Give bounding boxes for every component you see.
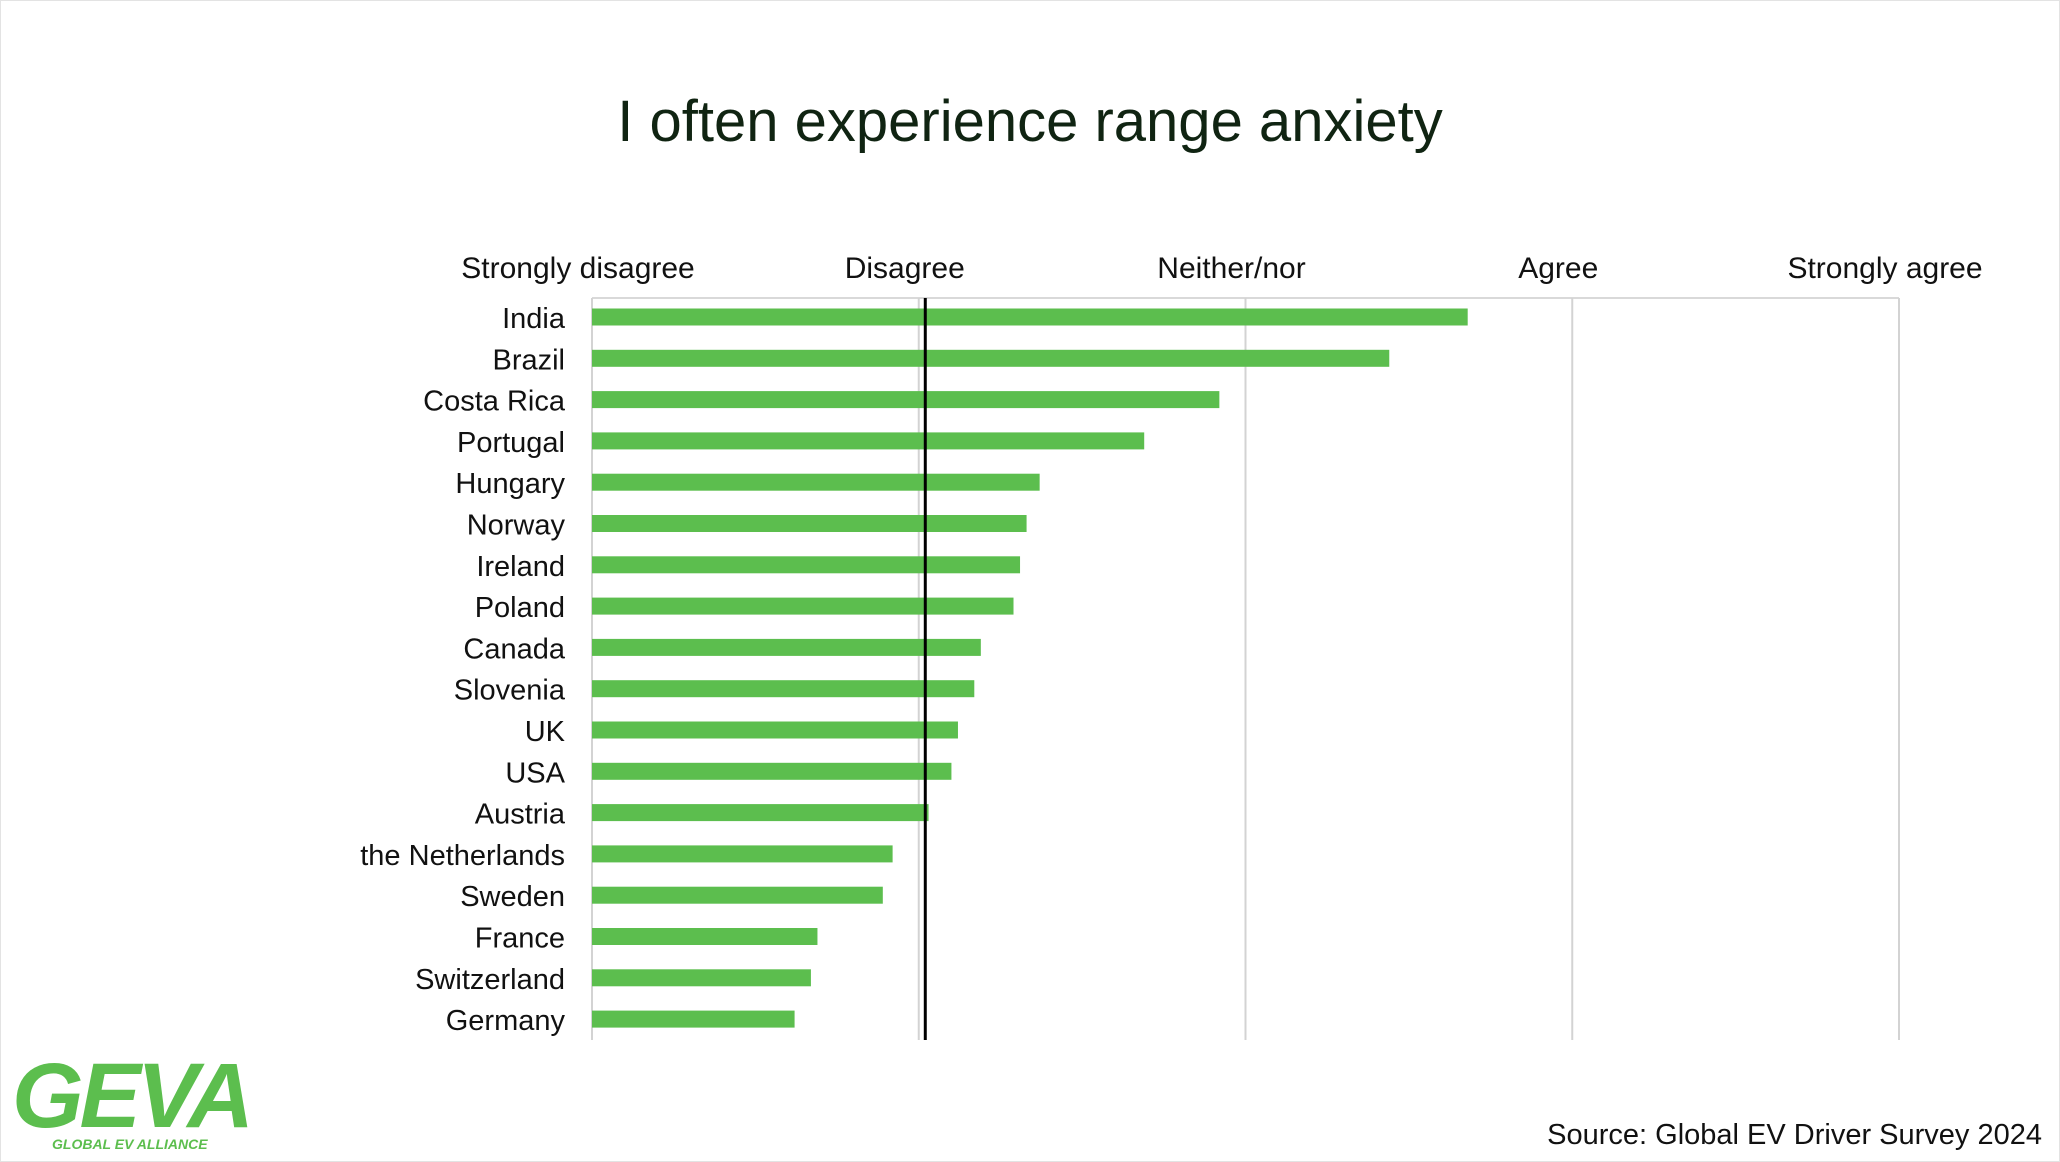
category-label: USA [505, 757, 565, 789]
category-label: Austria [475, 799, 566, 831]
bar [592, 762, 952, 780]
bar [592, 473, 1040, 491]
category-label: Norway [467, 510, 566, 542]
scale-label: Neither/nor [1157, 252, 1305, 285]
bar [592, 804, 929, 822]
bar [592, 556, 1021, 574]
scale-label: Disagree [845, 252, 965, 285]
category-label: the Netherlands [360, 840, 565, 872]
bar [592, 349, 1390, 367]
bar [592, 638, 981, 656]
category-label: Poland [475, 592, 565, 624]
chart-title: I often experience range anxiety [617, 89, 1443, 154]
category-label: Costa Rica [423, 386, 566, 418]
bar [592, 969, 811, 987]
category-label: Sweden [460, 881, 565, 913]
bar [592, 308, 1468, 326]
bar [592, 886, 883, 904]
bar [592, 845, 893, 863]
bar [592, 515, 1027, 532]
source-note: Source: Global EV Driver Survey 2024 [1547, 1119, 2042, 1151]
category-label: Germany [446, 1005, 566, 1037]
bar [592, 432, 1145, 450]
category-label: UK [525, 716, 566, 748]
category-label: Hungary [455, 468, 565, 500]
category-label: Canada [463, 633, 565, 665]
category-label: Brazil [492, 344, 565, 376]
category-label: Ireland [476, 551, 565, 583]
bar [592, 928, 818, 945]
scale-label: Strongly disagree [461, 252, 694, 285]
category-label: France [475, 923, 565, 955]
geva-logo-tagline: GLOBAL EV ALLIANCE [52, 1136, 208, 1152]
bar [592, 1010, 795, 1028]
category-label: Portugal [457, 427, 565, 459]
bar [592, 721, 958, 739]
category-label: Slovenia [454, 675, 566, 707]
category-label: Switzerland [415, 964, 565, 996]
bar [592, 391, 1220, 409]
scale-label: Strongly agree [1787, 252, 1982, 285]
scale-label: Agree [1518, 252, 1598, 285]
geva-logo: GEVA [12, 1045, 254, 1147]
bar [592, 597, 1014, 615]
category-label: India [502, 303, 566, 335]
bar [592, 680, 975, 698]
